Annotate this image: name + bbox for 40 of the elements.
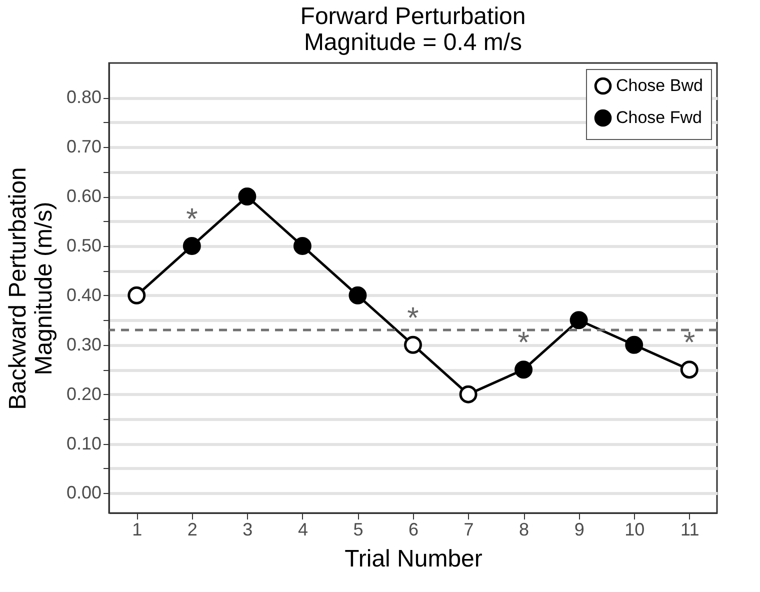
x-tick-label: 9	[574, 520, 584, 540]
x-tick-label: 11	[680, 520, 700, 540]
x-tick-label: 4	[298, 520, 308, 540]
y-tick-label: 0.80	[66, 87, 102, 108]
point	[293, 236, 312, 255]
x-tick-label: 7	[464, 520, 474, 540]
x-axis-title: Trial Number	[344, 546, 482, 572]
point	[625, 336, 644, 354]
point	[570, 311, 588, 330]
legend-label: Chose Fwd	[616, 108, 702, 127]
x-tick-label: 8	[519, 520, 530, 540]
y-tick-label: 0.10	[66, 433, 102, 454]
point	[182, 236, 201, 255]
x-tick-label: 1	[132, 520, 142, 540]
point	[514, 360, 533, 379]
y-axis-title: Backward Perturbation Magnitude (m/s)	[4, 167, 58, 410]
y-tick-label: 0.30	[66, 334, 102, 354]
legend-label: Chose Bwd	[616, 76, 703, 95]
point	[128, 286, 146, 304]
x-tick-label: 3	[242, 520, 253, 540]
annotation: *	[518, 326, 530, 360]
y-tick-label: 0.20	[66, 384, 102, 404]
y-tick-label: 0.60	[66, 186, 102, 206]
annotation: *	[407, 302, 420, 335]
y-tick-label: 0.40	[66, 284, 102, 305]
annotation: *	[684, 326, 696, 360]
point	[348, 286, 367, 304]
point	[680, 360, 698, 379]
x-tick-label: 2	[187, 520, 198, 540]
point	[459, 385, 478, 404]
x-tick-label: 5	[353, 520, 364, 540]
point	[404, 336, 422, 354]
y-tick-label: 0.00	[66, 482, 102, 503]
y-tick-label: 0.50	[66, 235, 102, 256]
annotation: *	[186, 202, 198, 236]
x-tick-label: 10	[624, 520, 645, 540]
x-tick-label: 6	[408, 520, 419, 540]
chart-title: Forward Perturbation Magnitude = 0.4 m/s	[300, 3, 526, 56]
point	[238, 188, 256, 206]
y-tick-label: 0.70	[66, 136, 102, 157]
